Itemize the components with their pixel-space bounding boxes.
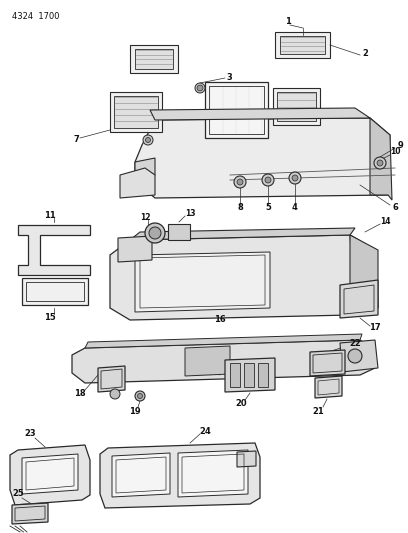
Polygon shape	[110, 92, 162, 132]
Polygon shape	[110, 235, 375, 320]
Text: 20: 20	[235, 400, 247, 408]
Text: 10: 10	[390, 148, 400, 157]
Text: 4: 4	[292, 204, 298, 213]
Text: 4324  1700: 4324 1700	[12, 12, 60, 21]
Text: 18: 18	[74, 389, 86, 398]
Polygon shape	[112, 453, 170, 497]
Text: 12: 12	[140, 213, 150, 222]
Polygon shape	[135, 49, 173, 69]
Polygon shape	[72, 340, 375, 383]
Polygon shape	[370, 118, 392, 200]
Circle shape	[197, 85, 203, 91]
Polygon shape	[114, 96, 158, 128]
Text: 7: 7	[73, 135, 79, 144]
Polygon shape	[18, 225, 90, 275]
Text: 25: 25	[12, 489, 24, 498]
Polygon shape	[98, 366, 125, 392]
Text: 14: 14	[380, 217, 390, 227]
Circle shape	[377, 160, 383, 166]
Polygon shape	[185, 346, 230, 376]
Text: 9: 9	[397, 141, 403, 149]
Polygon shape	[315, 376, 342, 398]
Circle shape	[292, 175, 298, 181]
Polygon shape	[237, 451, 256, 467]
Circle shape	[135, 391, 145, 401]
Circle shape	[110, 389, 120, 399]
Circle shape	[137, 393, 142, 399]
Text: 15: 15	[44, 312, 56, 321]
Circle shape	[195, 83, 205, 93]
Circle shape	[262, 174, 274, 186]
Polygon shape	[22, 278, 88, 305]
Polygon shape	[150, 108, 370, 120]
Circle shape	[145, 223, 165, 243]
Polygon shape	[130, 45, 178, 73]
Polygon shape	[85, 334, 362, 348]
Text: 22: 22	[349, 338, 361, 348]
Circle shape	[143, 135, 153, 145]
Polygon shape	[280, 36, 325, 54]
Text: 2: 2	[362, 49, 368, 58]
Polygon shape	[350, 235, 378, 315]
Circle shape	[265, 177, 271, 183]
Polygon shape	[340, 280, 378, 318]
Text: 17: 17	[369, 324, 381, 333]
Circle shape	[234, 176, 246, 188]
Circle shape	[149, 227, 161, 239]
Polygon shape	[310, 350, 345, 376]
Text: 24: 24	[199, 426, 211, 435]
Polygon shape	[205, 82, 268, 138]
Text: 8: 8	[237, 204, 243, 213]
Text: 16: 16	[214, 316, 226, 325]
Polygon shape	[350, 235, 378, 315]
Text: 11: 11	[44, 211, 56, 220]
Polygon shape	[10, 445, 90, 505]
Polygon shape	[22, 454, 78, 494]
Polygon shape	[100, 443, 260, 508]
Text: 6: 6	[392, 203, 398, 212]
Polygon shape	[12, 503, 48, 524]
Polygon shape	[135, 118, 390, 198]
Polygon shape	[230, 363, 240, 387]
Circle shape	[289, 172, 301, 184]
Polygon shape	[135, 158, 155, 182]
Circle shape	[374, 157, 386, 169]
Polygon shape	[130, 228, 355, 240]
Text: 1: 1	[285, 18, 291, 27]
Circle shape	[348, 349, 362, 363]
Bar	[168, 224, 190, 240]
Polygon shape	[273, 88, 320, 125]
Polygon shape	[225, 358, 275, 392]
Polygon shape	[277, 92, 316, 121]
Polygon shape	[258, 363, 268, 387]
Text: 13: 13	[185, 208, 195, 217]
Text: 5: 5	[265, 204, 271, 213]
Polygon shape	[118, 236, 152, 262]
Text: 23: 23	[24, 430, 36, 439]
Text: 19: 19	[129, 407, 141, 416]
Polygon shape	[275, 32, 330, 58]
Polygon shape	[135, 252, 270, 312]
Polygon shape	[178, 450, 248, 497]
Circle shape	[146, 138, 151, 142]
Text: 21: 21	[312, 407, 324, 416]
Polygon shape	[244, 363, 254, 387]
Polygon shape	[120, 168, 155, 198]
Circle shape	[237, 179, 243, 185]
Polygon shape	[340, 340, 378, 372]
Text: 3: 3	[226, 72, 232, 82]
